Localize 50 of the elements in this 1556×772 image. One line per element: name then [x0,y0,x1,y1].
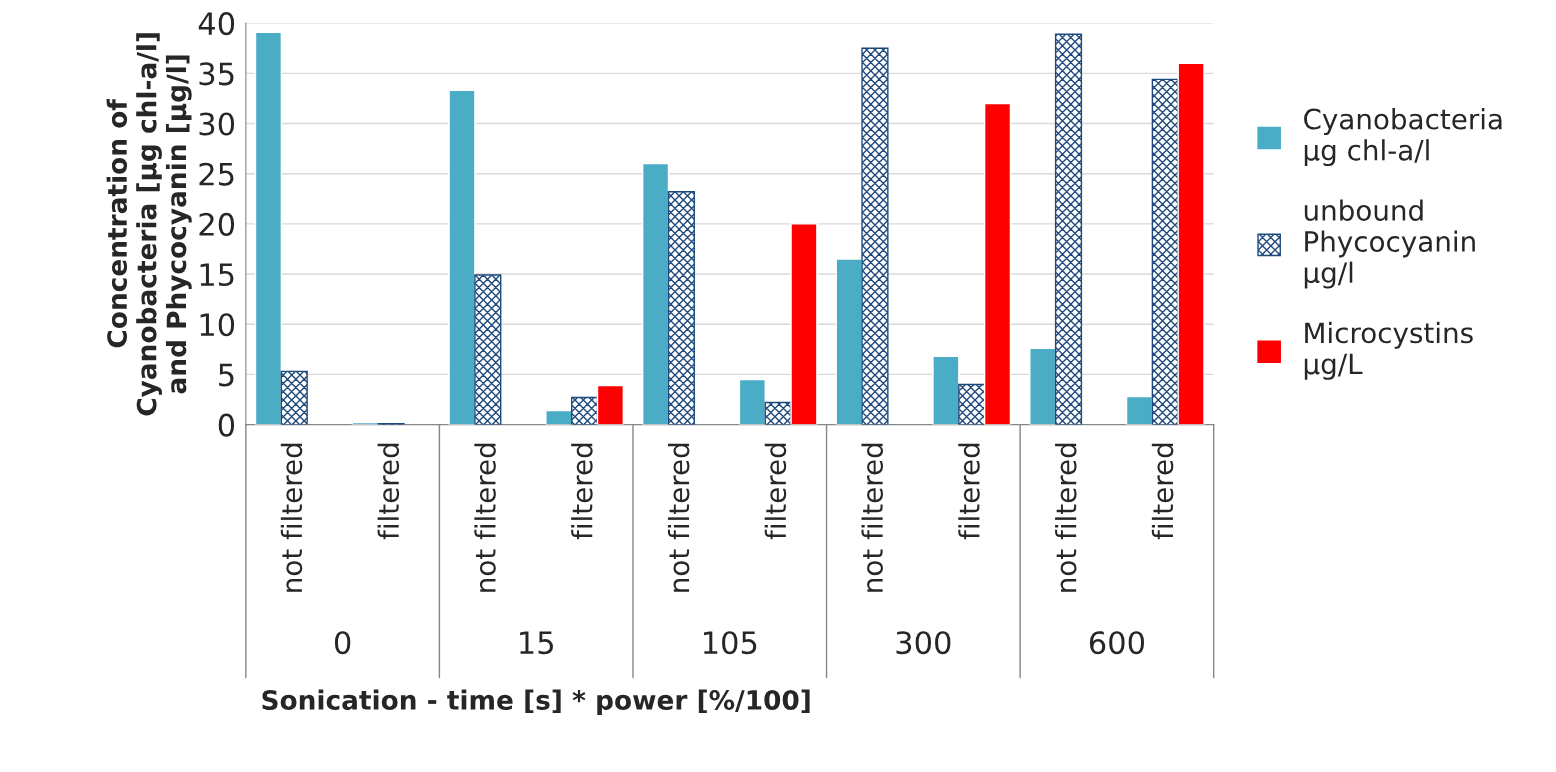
bar [280,370,308,425]
x-tick-label: not filtered [861,443,883,592]
y-tick-label: 35 [199,62,234,86]
bar [1029,347,1057,425]
text: 300 [896,631,951,655]
bar [596,384,624,425]
text: 0 [334,631,351,655]
bar [1054,33,1083,425]
legend-label: Microcystins µg/L [1304,321,1473,380]
bar [1125,395,1154,425]
bar [254,31,283,425]
bar [1151,78,1179,425]
y-tick-label: 40 [198,12,235,36]
y-tick-label: 5 [219,363,234,387]
x-tick-label: filtered [1151,443,1174,540]
y-tick-label: 0 [218,413,235,437]
y-tick-label: 15 [200,263,234,287]
x-tick-label: filtered [958,443,980,540]
legend-label: Cyanobacteria µg chl-a/l [1304,108,1502,167]
y-tick-label: 25 [199,162,234,186]
bar [1177,62,1205,425]
bar [641,162,670,425]
text: 105 [703,631,757,655]
x-tick-label: filtered [377,443,400,540]
legend-label: unbound Phycocyanin µg/l [1304,199,1475,289]
bar [861,47,889,425]
x-tick-label: filtered [571,443,593,540]
bar [932,355,960,425]
bar [738,378,766,425]
bar [448,89,476,425]
x-tick-label: not filtered [280,443,303,592]
x-tick-label: not filtered [667,443,690,592]
x-axis-title: Sonication - time [s] * power [%/100] [262,689,810,716]
y-tick-label: 10 [200,313,235,337]
x-tick-label: filtered [764,443,787,540]
bar [983,102,1012,425]
bar [474,274,502,425]
x-tick-label: not filtered [474,443,496,592]
bar [958,383,986,425]
bar [835,258,863,425]
bar [545,409,573,425]
bar [570,396,599,425]
bar [667,191,695,425]
bar [790,223,818,425]
text: 600 [1089,631,1145,655]
x-tick-label: not filtered [1055,443,1077,592]
y-tick-label: 30 [199,112,235,136]
y-axis-title: Concentration of Cyanobacteria [µg chl-a/l] and Phycocyanin [µg/l] [106,33,192,416]
text: 15 [520,631,553,655]
y-tick-label: 20 [199,212,235,236]
